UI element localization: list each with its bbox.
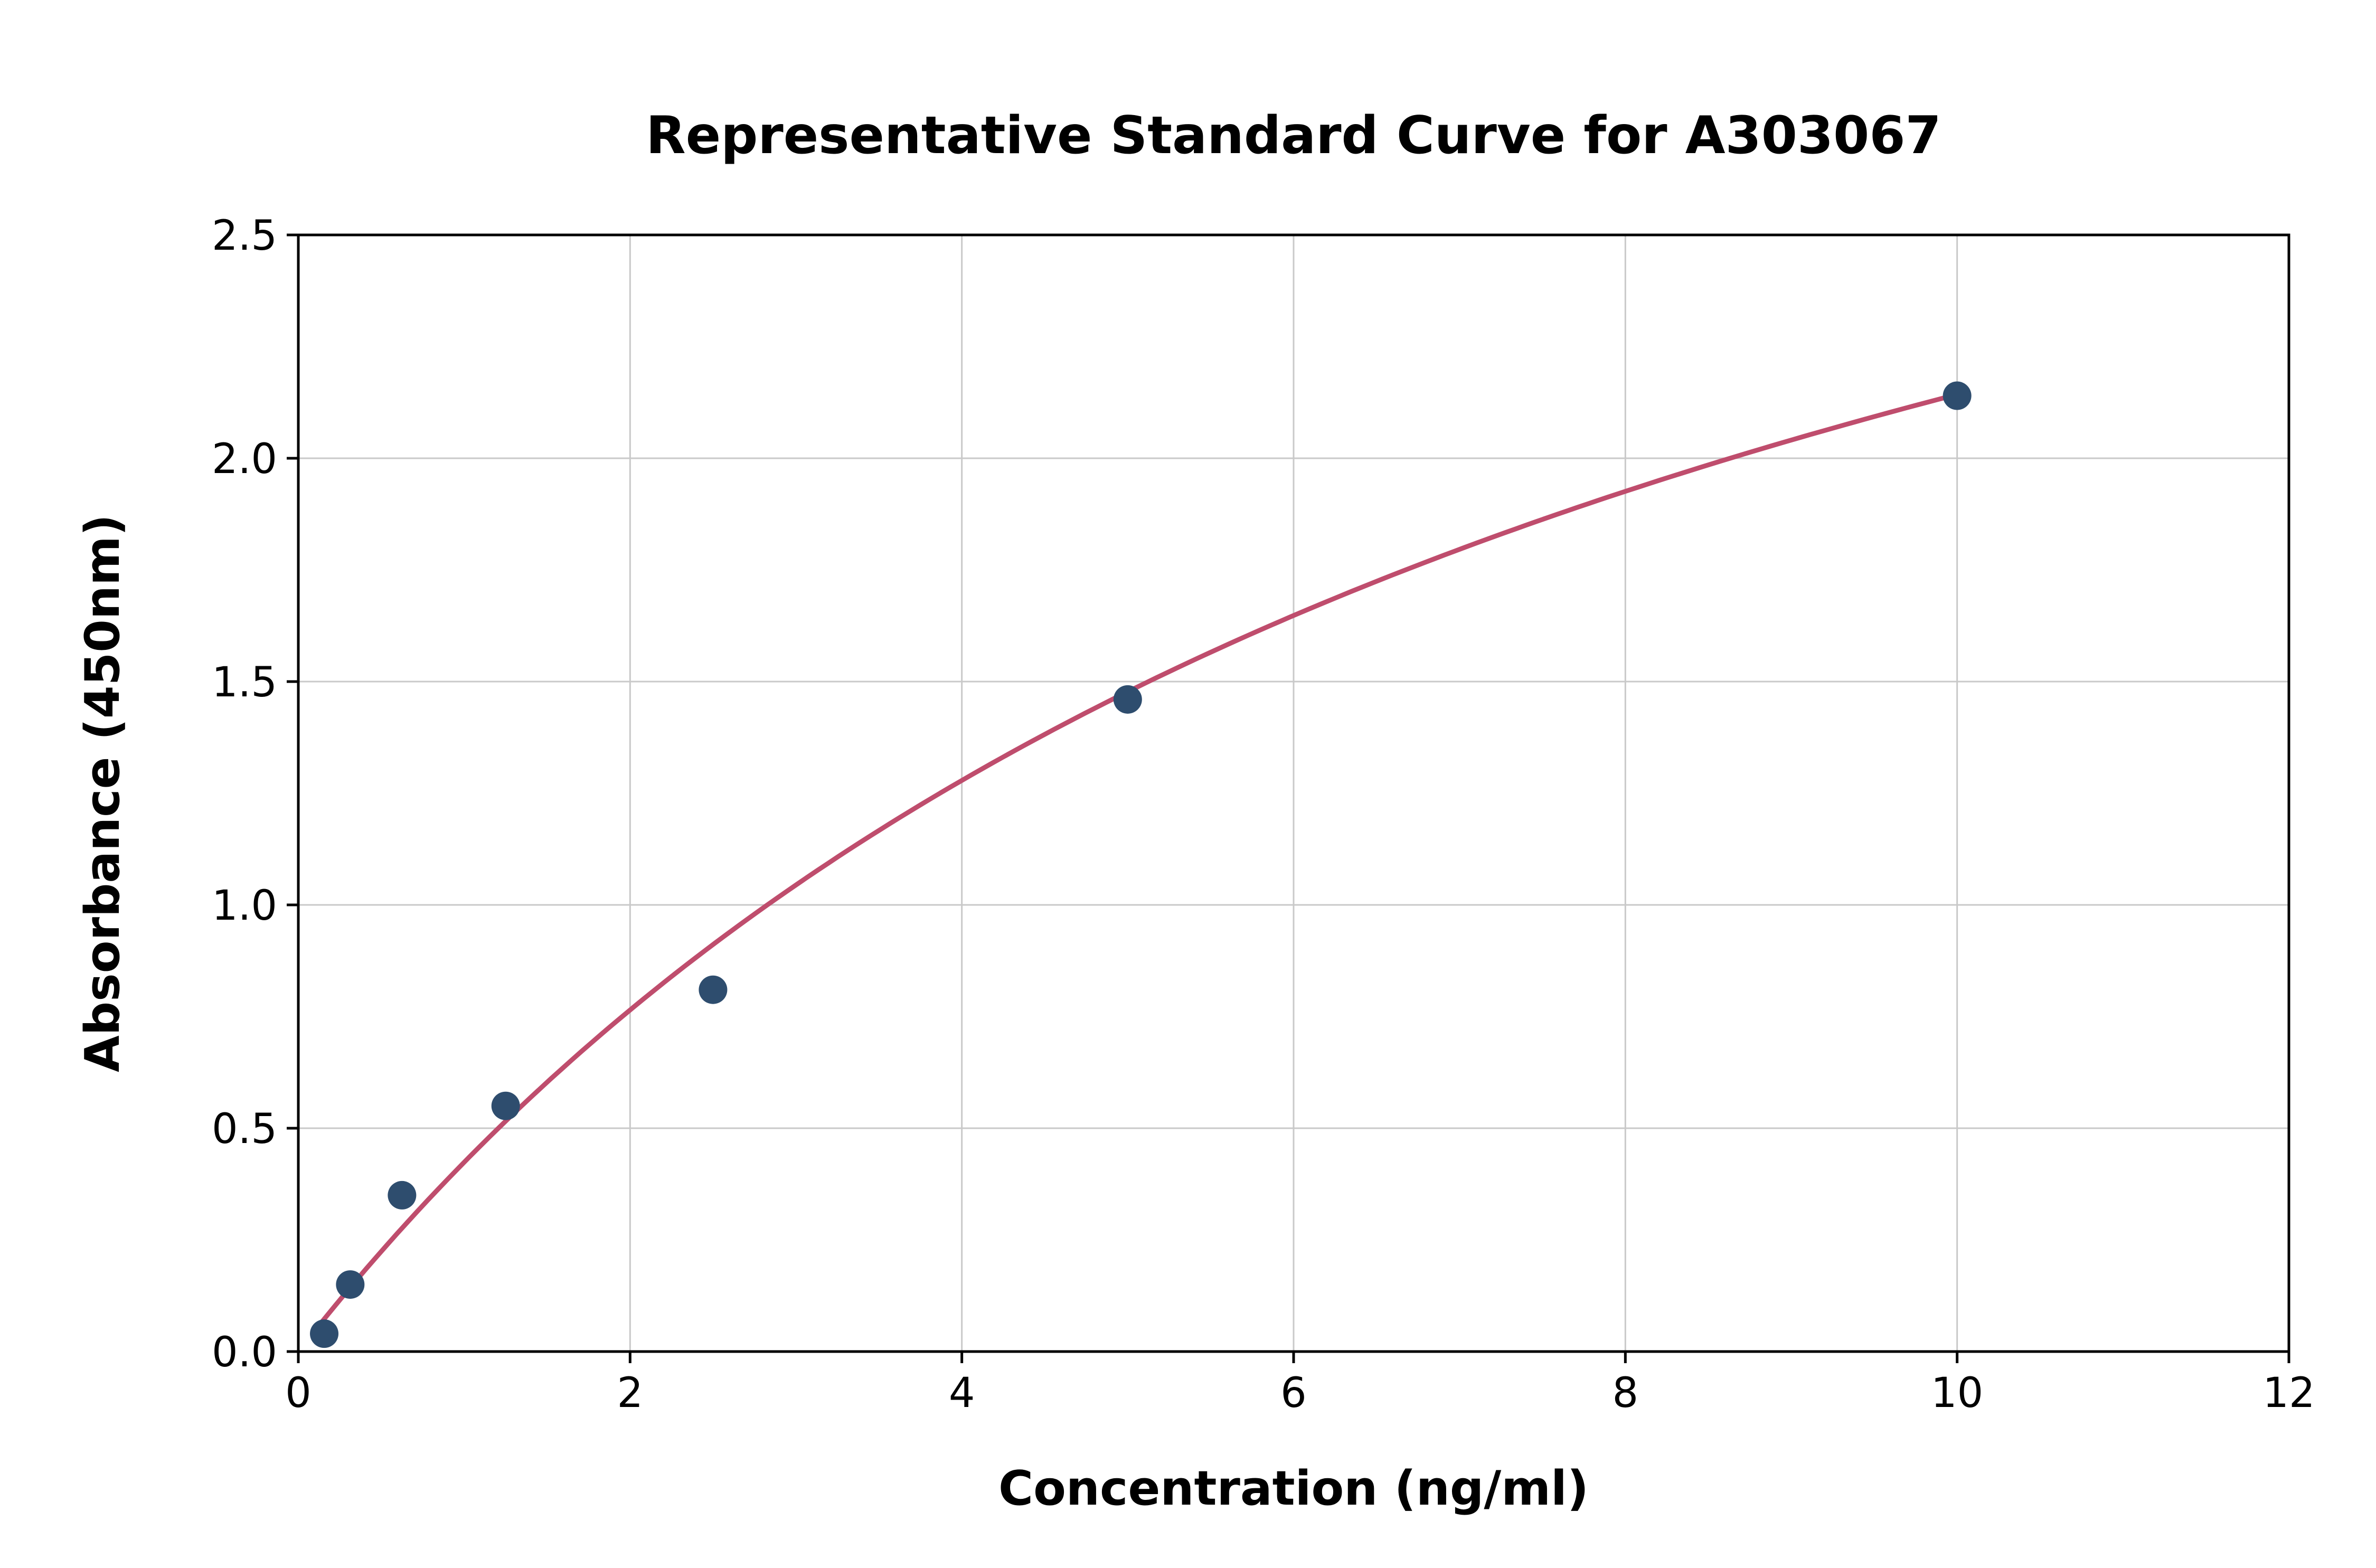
data-point <box>1943 381 1972 410</box>
x-tick-label: 2 <box>617 1369 644 1417</box>
x-tick-label: 10 <box>1931 1369 1983 1417</box>
chart-title: Representative Standard Curve for A30306… <box>646 106 1941 166</box>
data-point <box>699 975 728 1004</box>
x-tick-label: 0 <box>285 1369 312 1417</box>
data-point <box>491 1091 520 1120</box>
fit-curve-path <box>312 392 1960 1333</box>
x-axis-label: Concentration (ng/ml) <box>998 1461 1589 1516</box>
y-tick-label: 1.5 <box>212 659 277 706</box>
data-point <box>1113 685 1142 714</box>
y-tick-label: 2.5 <box>212 212 277 260</box>
y-tick-label: 0.5 <box>212 1106 277 1153</box>
y-tick-label: 0.0 <box>212 1329 277 1376</box>
y-tick-label: 1.0 <box>212 882 277 930</box>
x-tick-label: 8 <box>1613 1369 1639 1417</box>
data-points <box>310 381 1972 1348</box>
y-tick-label: 2.0 <box>212 436 277 483</box>
axes: 0 2 4 6 8 10 12 0.0 0.5 1.0 1.5 2.0 2.5 <box>212 212 2315 1417</box>
y-axis-label: Absorbance (450nm) <box>75 514 130 1072</box>
data-point <box>310 1319 339 1348</box>
data-point <box>336 1270 365 1299</box>
data-point <box>388 1180 417 1210</box>
x-tick-label: 6 <box>1280 1369 1307 1417</box>
x-tick-label: 12 <box>2262 1369 2315 1417</box>
x-tick-label: 4 <box>949 1369 975 1417</box>
fit-curve <box>312 392 1960 1333</box>
gridlines <box>297 234 2290 1353</box>
